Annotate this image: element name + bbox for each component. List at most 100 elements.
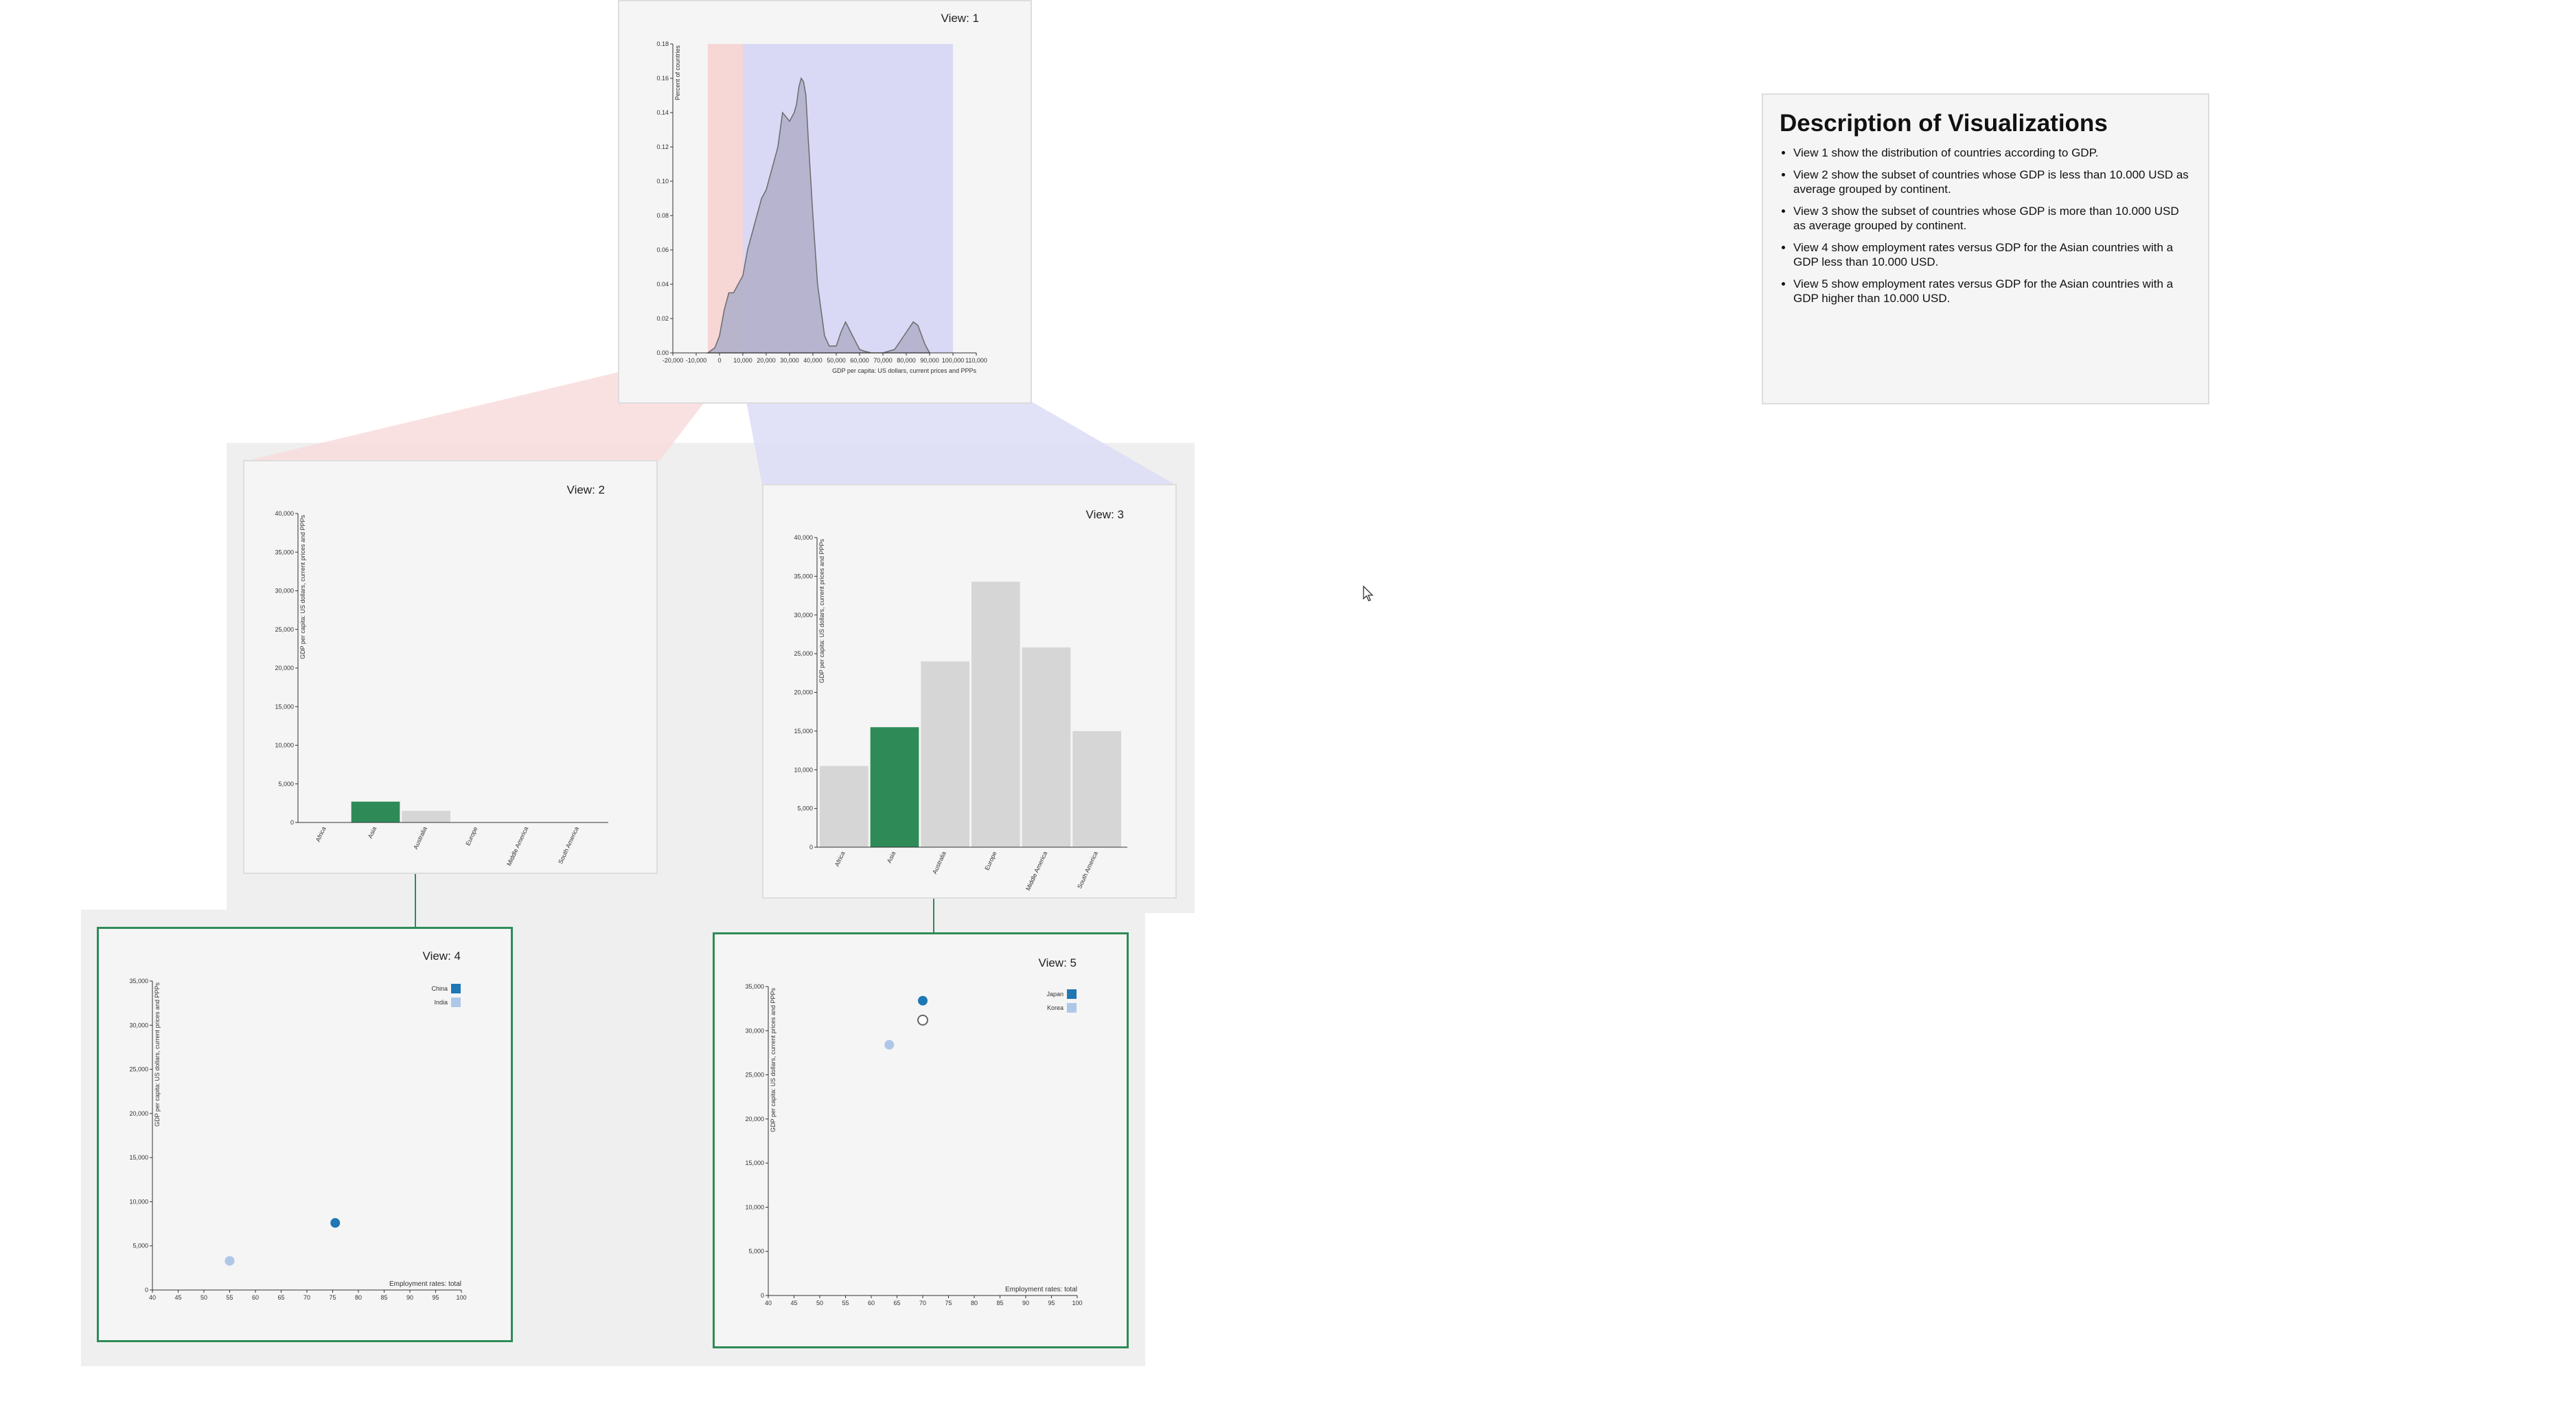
y-tick-label: 0.08 (656, 212, 669, 219)
x-tick-label: 30,000 (780, 357, 799, 364)
view-4-title: View: 4 (422, 949, 461, 963)
y-tick-label: 5,000 (748, 1248, 764, 1255)
point-india (225, 1256, 235, 1266)
y-tick-label: 20,000 (794, 689, 813, 696)
x-tick-label: 75 (329, 1294, 336, 1301)
view-2-chart: Africa Asia Australia Europe Middle America S… (275, 510, 608, 867)
x-tick-label: 0 (717, 357, 721, 364)
bar-asia (351, 801, 400, 822)
x-tick-label: 110,000 (965, 357, 987, 364)
x-tick-label: 60 (252, 1294, 259, 1301)
x-tick-label: Europe (464, 826, 479, 847)
view-1-panel: View: 1 0.00 0.02 0.04 0.06 0.08 0.10 0.12 0.14… (618, 0, 1032, 404)
y-axis-label: GDP per capita: US dollars, current pric… (299, 515, 306, 659)
x-tick-label: Middle America (1024, 851, 1048, 892)
x-tick-label: 50 (200, 1294, 207, 1301)
point-china (330, 1218, 341, 1228)
y-tick-label: 0.10 (656, 178, 669, 185)
x-tick-label: 70 (919, 1300, 926, 1306)
bar-south-america (1072, 730, 1121, 847)
y-tick-label: 0 (290, 819, 294, 826)
x-tick-label: 50,000 (827, 357, 846, 364)
y-tick-label: 35,000 (129, 978, 148, 984)
x-tick-label: 95 (1048, 1300, 1055, 1306)
x-tick-label: Europe (983, 851, 998, 872)
y-tick-label: 35,000 (275, 549, 294, 555)
x-tick-label: 100 (456, 1294, 466, 1301)
link-low-range (244, 358, 738, 461)
description-item-2: View 2 show the subset of countries whos… (1793, 168, 2192, 196)
mouse-cursor-icon (1363, 586, 1374, 601)
y-tick-label: 0.00 (656, 349, 669, 356)
y-tick-label: 10,000 (275, 742, 294, 749)
legend-label-japan: Japan (1046, 991, 1063, 998)
view-1-chart: 0.00 0.02 0.04 0.06 0.08 0.10 0.12 0.14 0.16 0.18… (656, 41, 987, 374)
y-tick-label: 30,000 (794, 612, 813, 619)
y-tick-label: 0.02 (656, 315, 669, 322)
y-axis-label: GDP per capita: US dollars, current pric… (154, 982, 161, 1127)
description-item-5: View 5 show employment rates versus GDP … (1793, 277, 2192, 306)
x-tick-label: 85 (996, 1300, 1003, 1306)
x-tick-label: 10,000 (733, 357, 752, 364)
y-axis-label: GDP per capita: US dollars, current pric… (770, 988, 777, 1132)
x-tick-label: 60 (868, 1300, 875, 1306)
y-tick-label: 40,000 (794, 534, 813, 541)
x-tick-label: 40 (765, 1300, 772, 1306)
y-tick-label: 5,000 (133, 1243, 148, 1250)
y-tick-label: 20,000 (275, 665, 294, 671)
legend-label-china: China (431, 985, 448, 992)
x-tick-label: 65 (277, 1294, 284, 1301)
view-3-title: View: 3 (1085, 508, 1124, 521)
x-axis-label: Employment rates: total (389, 1280, 461, 1288)
bar-europe (971, 581, 1020, 847)
bar-africa (820, 765, 869, 847)
x-tick-label: Middle America (505, 826, 529, 867)
x-tick-label: 75 (945, 1300, 952, 1306)
x-tick-label: 45 (174, 1294, 181, 1301)
description-item-3: View 3 show the subset of countries whos… (1793, 204, 2192, 233)
view-5-title: View: 5 (1038, 956, 1077, 969)
y-tick-label: 30,000 (129, 1022, 148, 1028)
view-5-chart: 0 5,000 10,000 15,000 20,000 25,000 30,000 35,0… (745, 983, 1082, 1306)
x-tick-label: 85 (380, 1294, 387, 1301)
x-tick-label: 95 (432, 1294, 439, 1301)
legend-swatch-india (451, 998, 461, 1007)
x-tick-label: 90 (406, 1294, 413, 1301)
x-tick-label: 60,000 (850, 357, 869, 364)
y-tick-label: 0 (761, 1292, 764, 1299)
y-tick-label: 30,000 (745, 1027, 764, 1034)
x-axis-label: GDP per capita: US dollars, current pric… (832, 367, 976, 374)
x-tick-label: 90 (1022, 1300, 1029, 1306)
x-tick-label: 45 (790, 1300, 797, 1306)
y-tick-label: 10,000 (794, 766, 813, 773)
x-tick-label: 90,000 (920, 357, 939, 364)
x-tick-label: Africa (314, 826, 327, 843)
legend-label-korea: Korea (1047, 1004, 1063, 1011)
y-tick-label: 15,000 (275, 703, 294, 710)
view-3-chart: Africa Asia Australia Europe Middle America S… (794, 534, 1127, 892)
x-tick-label: 50 (816, 1300, 823, 1306)
x-tick-label: 80,000 (897, 357, 916, 364)
view-2-panel: View: 2 Africa Asia Australia Europe Middle … (243, 460, 658, 874)
legend-swatch-china (451, 984, 461, 993)
y-axis-label: Percent of countries (674, 45, 681, 101)
x-tick-label: 70 (303, 1294, 310, 1301)
y-tick-label: 10,000 (745, 1204, 764, 1210)
x-tick-label: -10,000 (686, 357, 707, 364)
view-3-panel: View: 3 Africa Asia Australia Europe Middle … (762, 484, 1177, 899)
y-tick-label: 5,000 (278, 781, 294, 787)
y-tick-label: 0 (145, 1287, 148, 1293)
description-title: Description of Visualizations (1780, 110, 2108, 137)
description-item-1: View 1 show the distribution of countrie… (1793, 146, 2192, 160)
y-tick-label: 0 (809, 844, 813, 851)
x-tick-label: Africa (833, 851, 847, 868)
x-tick-label: 55 (226, 1294, 233, 1301)
x-tick-label: Asia (886, 851, 897, 864)
y-tick-label: 0.12 (656, 143, 669, 150)
x-tick-label: -20,000 (663, 357, 684, 364)
y-tick-label: 0.06 (656, 246, 669, 253)
description-panel: Description of Visualizations View 1 sho… (1762, 93, 2209, 404)
x-tick-label: 40 (149, 1294, 156, 1301)
bar-middle-america (1022, 647, 1071, 847)
y-tick-label: 5,000 (797, 805, 813, 812)
